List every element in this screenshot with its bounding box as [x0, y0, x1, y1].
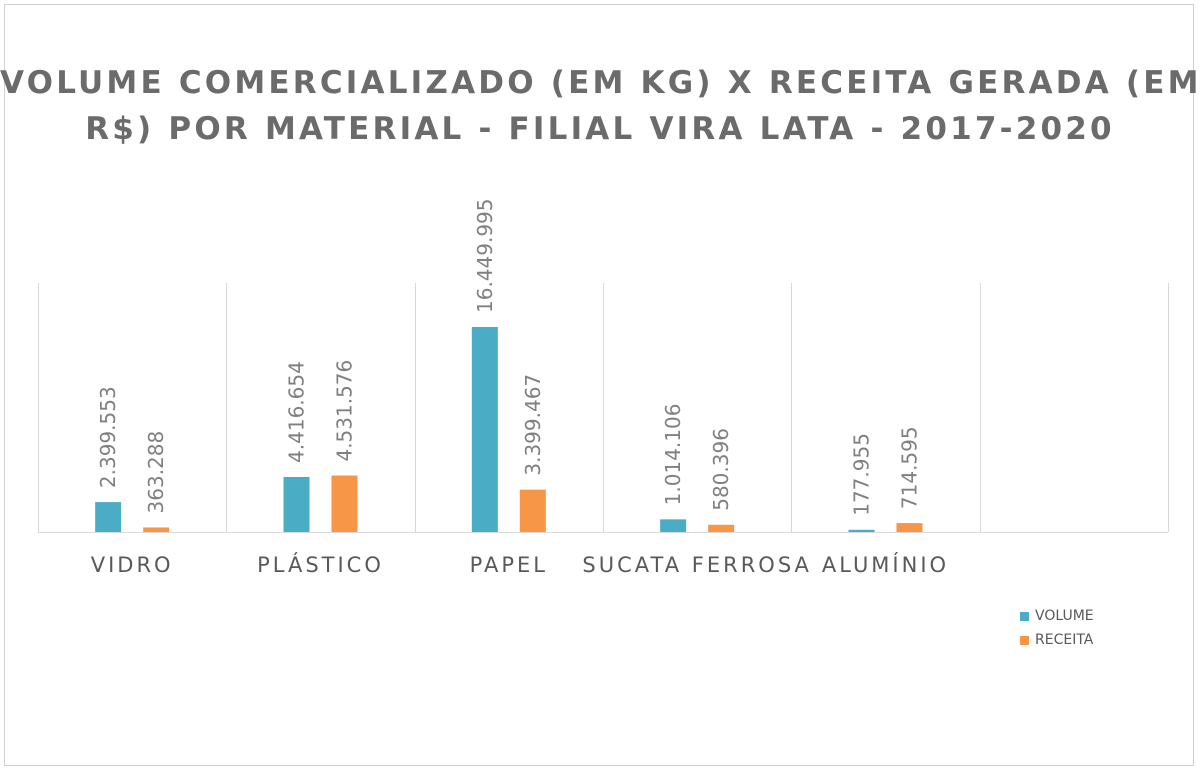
category-label-pl-stico: PLÁSTICO — [257, 552, 384, 577]
legend-label-volume: VOLUME — [1035, 608, 1094, 624]
bar-receita-vidro — [143, 527, 170, 532]
category-label-sucata-ferrosa: SUCATA FERROSA — [582, 553, 811, 577]
legend-item-volume: VOLUME — [1020, 604, 1094, 628]
data-label-volume-sucata-ferrosa: 1.014.106 — [661, 404, 685, 506]
data-label-volume-alum-nio: 177.955 — [850, 433, 874, 516]
category-label-papel: PAPEL — [470, 553, 548, 577]
bar-receita-sucata-ferrosa — [708, 524, 735, 532]
bar-volume-sucata-ferrosa — [660, 519, 687, 532]
data-label-receita-papel: 3.399.467 — [521, 374, 545, 476]
chart-title-line-1: VOLUME COMERCIALIZADO (EM KG) X RECEITA … — [0, 65, 1200, 101]
data-label-receita-sucata-ferrosa: 580.396 — [709, 428, 733, 511]
data-label-volume-pl-stico: 4.416.654 — [285, 361, 309, 463]
chart-title-line-2: R$) POR MATERIAL - FILIAL VIRA LATA - 20… — [85, 111, 1115, 147]
category-label-alum-nio: ALUMÍNIO — [822, 552, 949, 577]
bar-volume-vidro — [95, 502, 122, 532]
legend-swatch-receita — [1020, 635, 1029, 645]
bar-receita-papel — [519, 489, 546, 532]
legend-label-receita: RECEITA — [1035, 632, 1094, 648]
chart-frame — [4, 4, 1194, 766]
legend-swatch-volume — [1020, 611, 1029, 621]
data-label-volume-vidro: 2.399.553 — [96, 386, 120, 488]
legend-item-receita: RECEITA — [1020, 628, 1094, 652]
data-label-receita-pl-stico: 4.531.576 — [333, 360, 357, 462]
bar-volume-alum-nio — [848, 529, 875, 532]
data-label-receita-vidro: 363.288 — [144, 431, 168, 514]
category-label-vidro: VIDRO — [91, 553, 174, 577]
legend: VOLUME RECEITA — [1020, 604, 1094, 652]
data-label-receita-alum-nio: 714.595 — [898, 426, 922, 509]
bar-volume-papel — [471, 327, 498, 532]
data-label-volume-papel: 16.449.995 — [473, 198, 497, 313]
bar-receita-alum-nio — [896, 523, 923, 532]
chart-title: VOLUME COMERCIALIZADO (EM KG) X RECEITA … — [0, 60, 1200, 152]
bar-receita-pl-stico — [331, 475, 358, 532]
bar-volume-pl-stico — [283, 476, 310, 532]
